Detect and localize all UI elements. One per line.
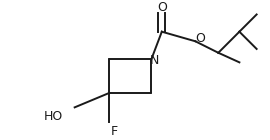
Text: HO: HO [44, 110, 63, 123]
Text: O: O [157, 1, 167, 14]
Text: O: O [195, 32, 205, 45]
Text: F: F [110, 125, 117, 138]
Text: N: N [150, 54, 159, 67]
